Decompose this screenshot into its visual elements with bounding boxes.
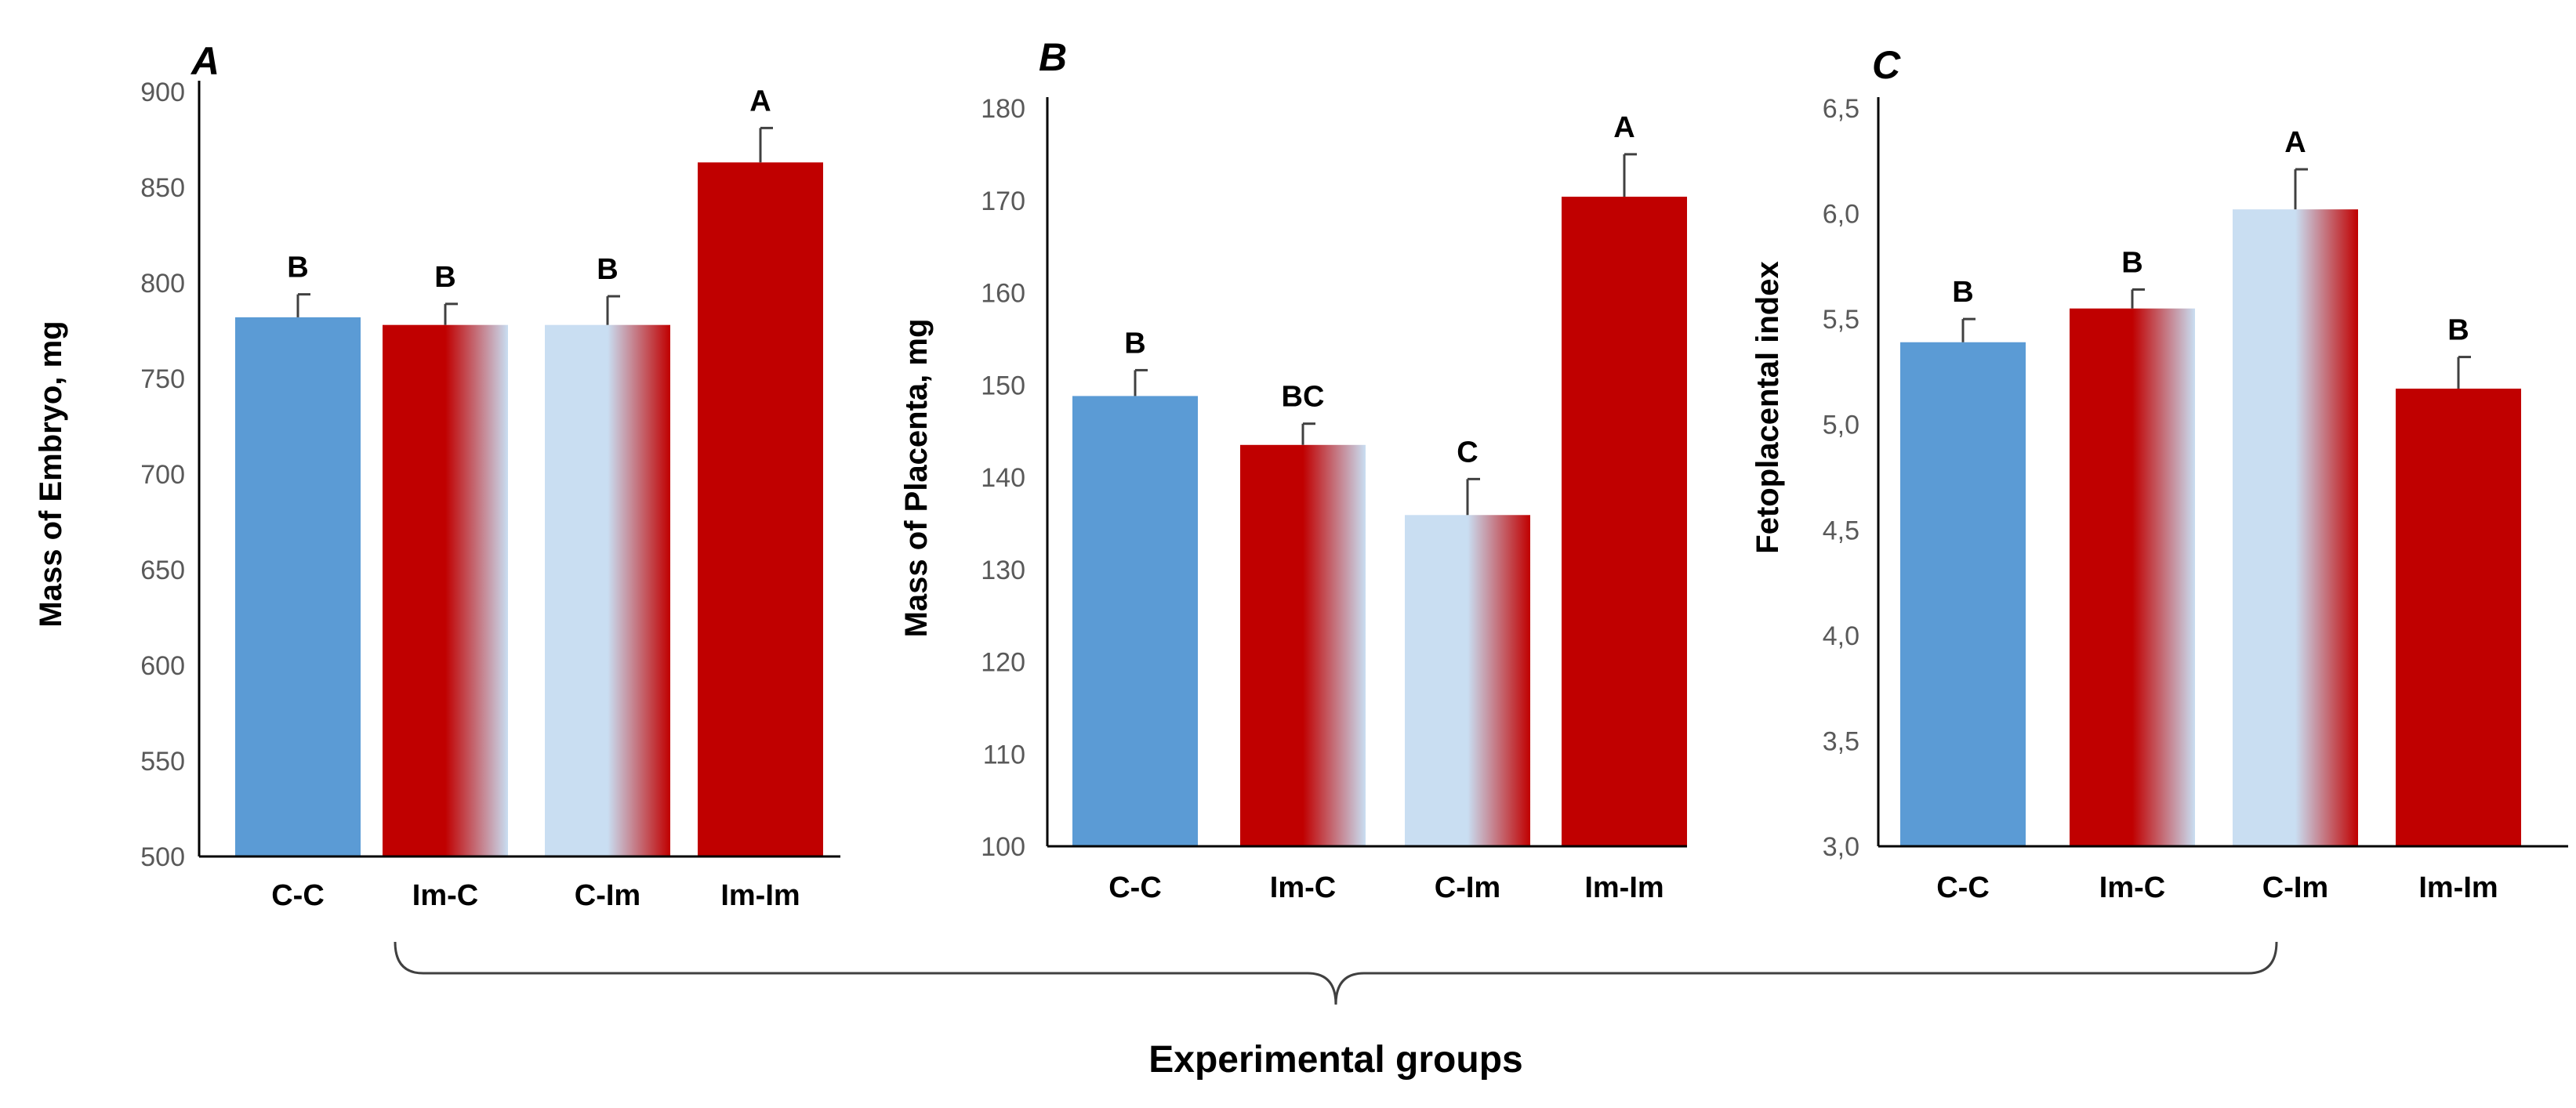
significance-label: B: [597, 253, 618, 286]
x-category-label: C-C: [1108, 871, 1162, 904]
y-tick-label: 100: [981, 832, 1025, 862]
bar-im-im: [698, 162, 823, 856]
panel-c: C Fetoplacental index 3,0 3,5 4,0 4,5 5,0 5,5…: [1751, 43, 2568, 904]
x-category-label: C-Im: [575, 879, 640, 912]
panel-a: A Mass of Embryo, mg 500 550 600 650 700 750 8…: [34, 39, 840, 912]
panel-a-y-axis-label: Mass of Embryo, mg: [34, 320, 68, 627]
panel-b-bars: B C-C BC Im-C C C-Im A Im-Im: [1072, 111, 1687, 904]
x-category-label: C-Im: [1435, 871, 1500, 904]
bar-im-im: [2396, 388, 2521, 847]
bar-c-im: [1405, 515, 1530, 846]
y-tick-label: 6,5: [1823, 94, 1859, 124]
bar-c-c: [1072, 396, 1198, 846]
y-tick-label: 150: [981, 371, 1025, 400]
group-brace: [394, 941, 2278, 1005]
x-category-label: Im-Im: [1584, 871, 1664, 904]
y-tick-label: 170: [981, 186, 1025, 216]
significance-label: A: [749, 85, 771, 118]
bar-im-im: [1562, 197, 1687, 847]
y-tick-label: 3,5: [1823, 726, 1859, 756]
y-tick-label: 160: [981, 279, 1025, 309]
x-category-label: Im-C: [1270, 871, 1336, 904]
bar-c-im: [2233, 209, 2358, 846]
y-tick-label: 3,0: [1823, 832, 1859, 862]
y-tick-label: 5,5: [1823, 305, 1859, 335]
panel-c-label: C: [1872, 43, 1901, 87]
panel-b-y-axis-label: Mass of Placenta, mg: [899, 319, 934, 638]
significance-label: B: [2121, 246, 2142, 279]
panel-c-y-axis-label: Fetoplacental index: [1751, 261, 1785, 553]
y-tick-label: 130: [981, 556, 1025, 585]
significance-label: A: [2284, 126, 2306, 159]
bar-c-c: [235, 317, 361, 856]
y-tick-label: 500: [140, 842, 185, 872]
x-category-label: C-Im: [2262, 871, 2328, 904]
panel-c-bars: B C-C B Im-C A C-Im B Im-Im: [1900, 126, 2521, 904]
y-tick-label: 6,0: [1823, 200, 1859, 230]
significance-label: B: [434, 261, 455, 294]
x-category-label: Im-Im: [2418, 871, 2498, 904]
y-tick-label: 850: [140, 173, 185, 203]
x-category-label: C-C: [271, 879, 325, 912]
significance-label: A: [1613, 111, 1634, 144]
panel-a-bars: B C-C B Im-C B C-Im A Im-Im: [235, 85, 823, 912]
panel-b: B Mass of Placenta, mg 100 110 120 130 140 15…: [899, 35, 1687, 904]
bar-im-c: [383, 324, 508, 856]
panel-a-y-ticks: 500 550 600 650 700 750 800 850 900: [140, 78, 185, 872]
significance-label: C: [1457, 436, 1478, 469]
y-tick-label: 4,5: [1823, 516, 1859, 545]
y-tick-label: 550: [140, 747, 185, 777]
y-tick-label: 5,0: [1823, 411, 1859, 440]
significance-label: B: [287, 252, 308, 284]
y-tick-label: 900: [140, 78, 185, 107]
y-tick-label: 4,0: [1823, 621, 1859, 651]
panel-b-label: B: [1039, 35, 1067, 79]
significance-label: BC: [1282, 381, 1325, 414]
significance-label: B: [1124, 327, 1145, 360]
bar-im-c: [2070, 308, 2195, 847]
bar-im-c: [1240, 444, 1366, 846]
y-tick-label: 120: [981, 648, 1025, 678]
y-tick-label: 750: [140, 364, 185, 394]
x-axis-title: Experimental groups: [1148, 1039, 1522, 1081]
panel-c-y-ticks: 3,0 3,5 4,0 4,5 5,0 5,5 6,0 6,5: [1823, 94, 1859, 862]
y-tick-label: 180: [981, 94, 1025, 124]
significance-label: B: [2447, 314, 2469, 347]
panel-a-label: A: [190, 39, 220, 83]
panel-b-y-ticks: 100 110 120 130 140 150 160 170 180: [981, 94, 1025, 862]
y-tick-label: 700: [140, 460, 185, 490]
x-category-label: C-C: [1936, 871, 1990, 904]
y-tick-label: 650: [140, 556, 185, 585]
bar-c-im: [545, 324, 670, 856]
y-tick-label: 800: [140, 269, 185, 299]
x-category-label: Im-C: [412, 879, 478, 912]
x-category-label: Im-C: [2099, 871, 2165, 904]
y-tick-label: 110: [983, 740, 1025, 769]
bar-c-c: [1900, 342, 2026, 847]
y-tick-label: 600: [140, 651, 185, 681]
significance-label: B: [1952, 276, 1973, 309]
x-category-label: Im-Im: [720, 879, 800, 912]
y-tick-label: 140: [981, 463, 1025, 493]
